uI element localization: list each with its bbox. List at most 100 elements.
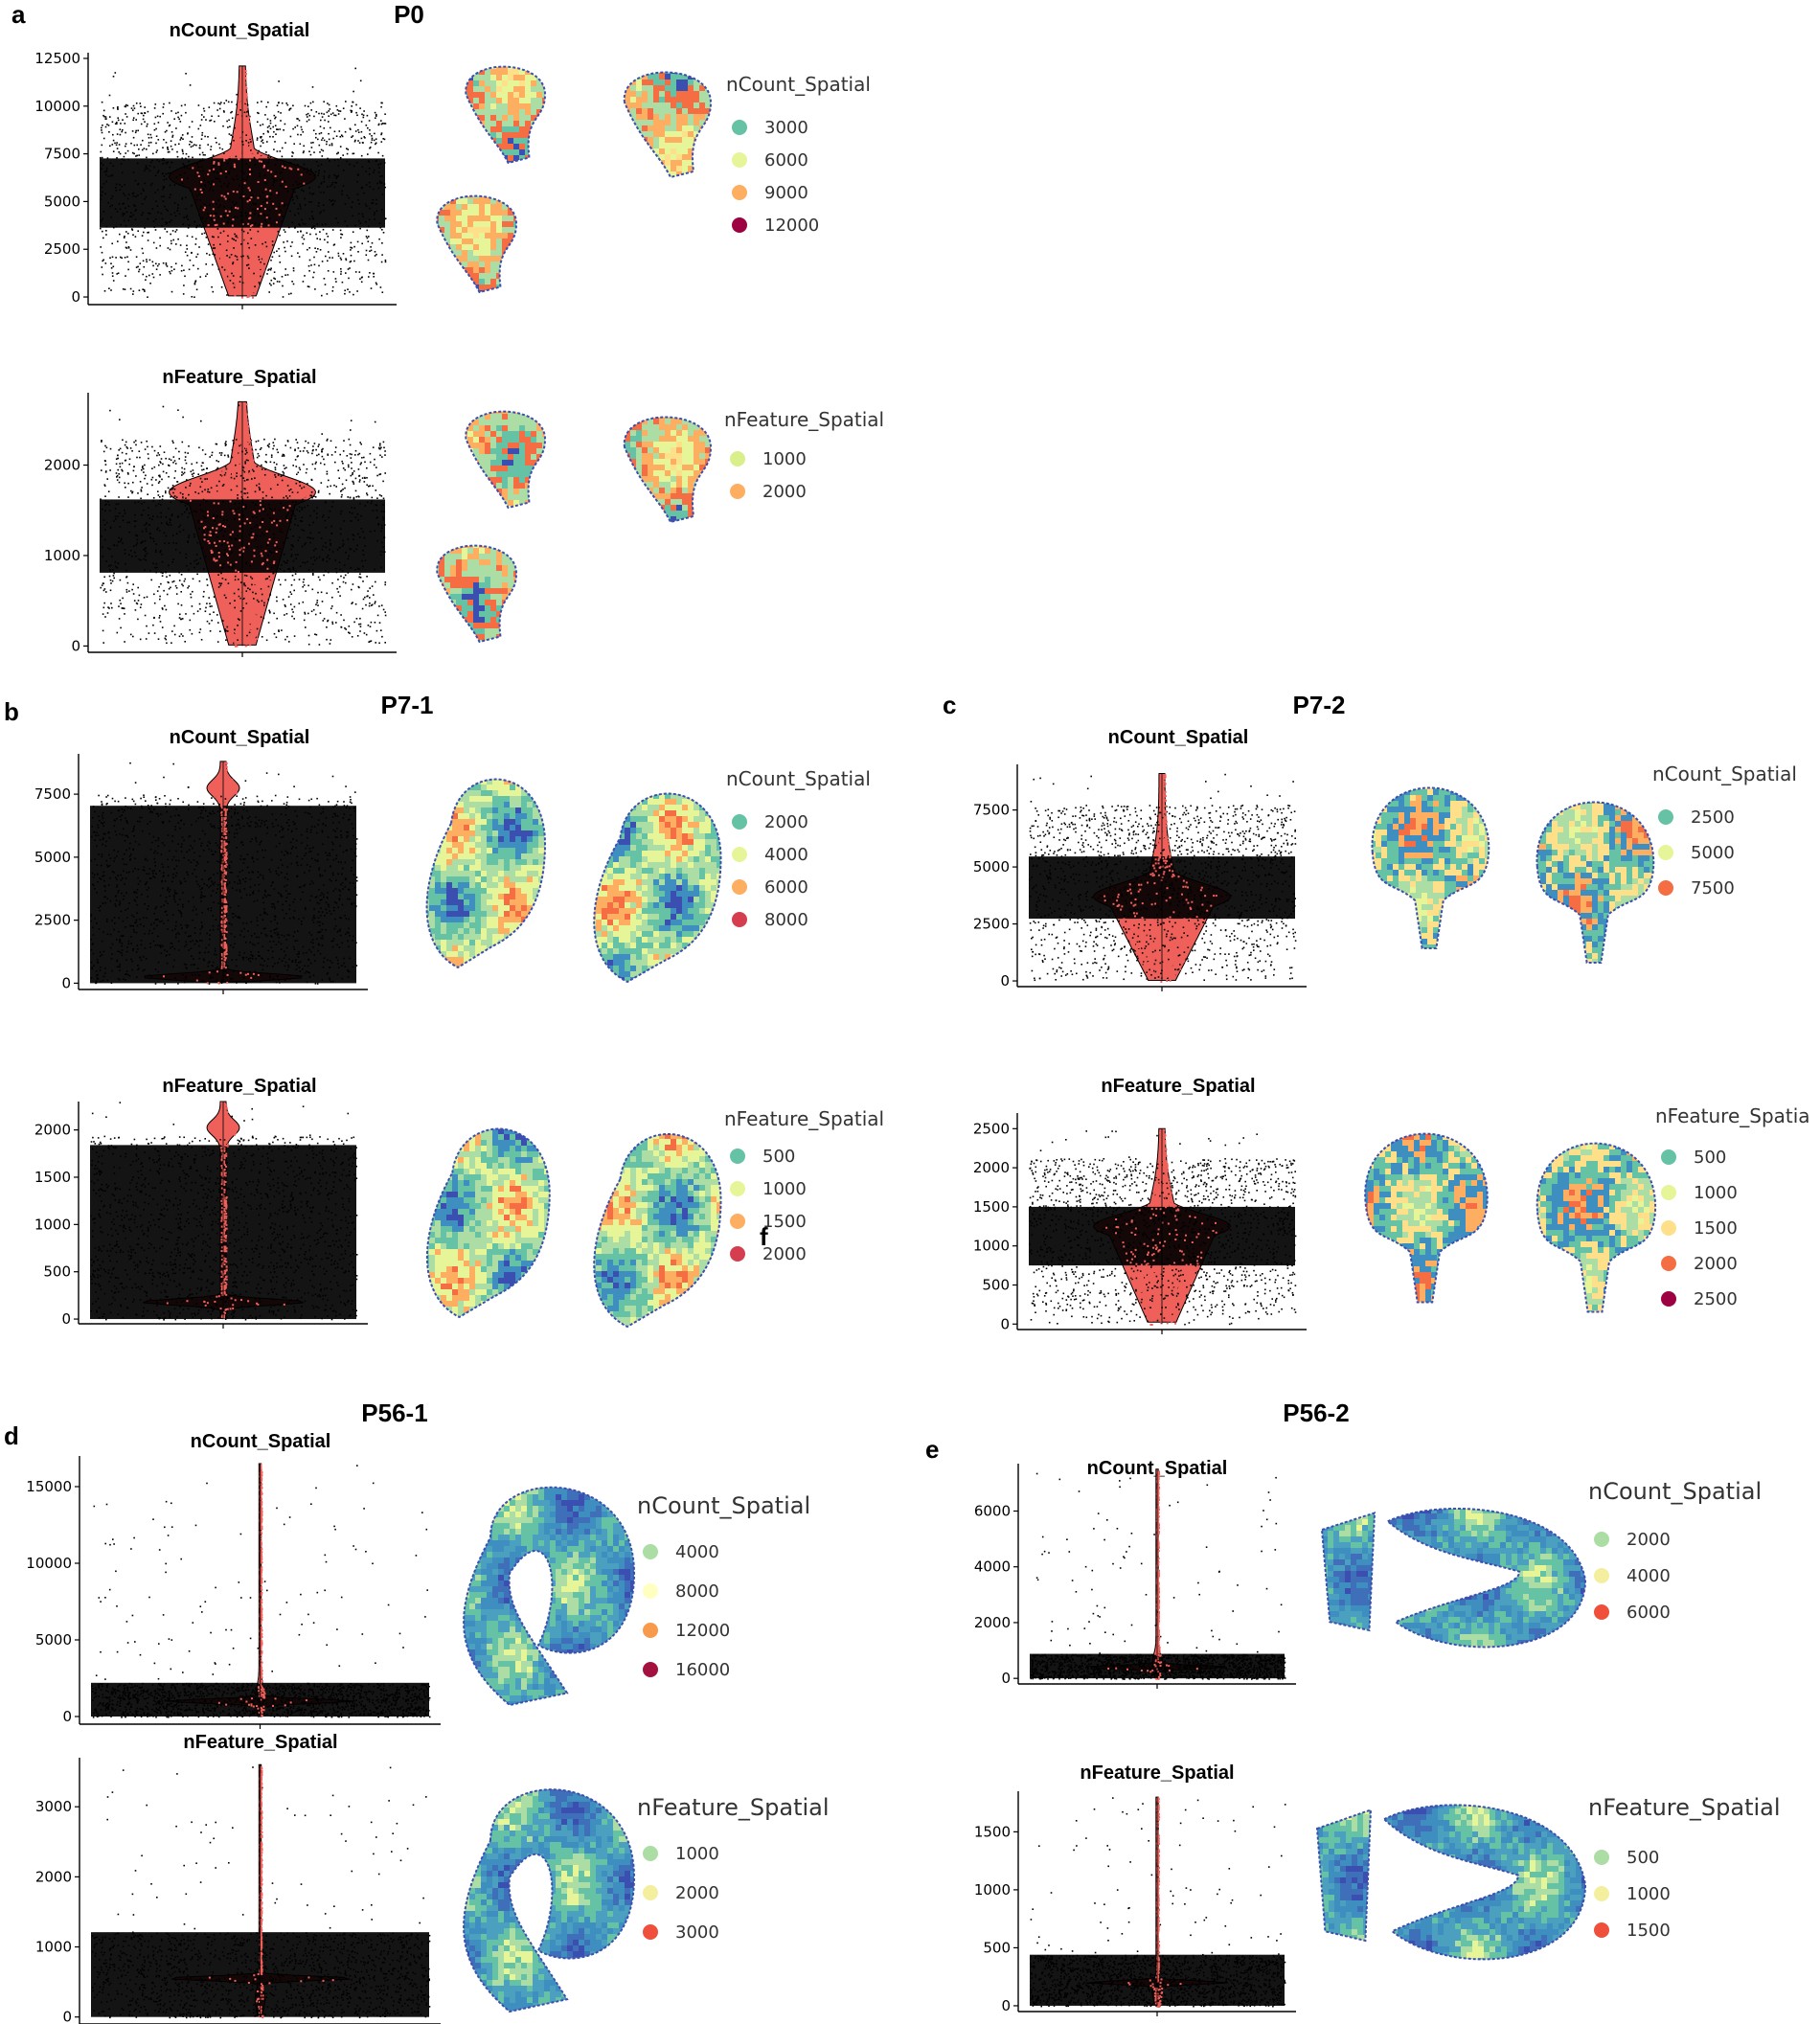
data-point <box>238 579 239 580</box>
data-point <box>209 605 212 607</box>
data-point <box>281 455 284 457</box>
data-point <box>380 261 383 263</box>
data-point <box>349 796 352 798</box>
data-point <box>235 439 238 441</box>
violin-point <box>207 173 210 176</box>
data-point <box>102 450 105 453</box>
data-point <box>304 275 306 277</box>
data-point <box>360 137 363 140</box>
data-point <box>205 119 207 121</box>
data-point <box>350 457 353 459</box>
data-point <box>204 135 206 138</box>
data-point <box>300 230 302 233</box>
data-point <box>242 230 245 233</box>
violin-point <box>259 500 262 503</box>
data-point <box>375 466 377 468</box>
violin-point <box>246 423 249 426</box>
data-point <box>209 456 211 458</box>
data-point <box>330 440 332 443</box>
y-tick-label: 12500 <box>34 50 80 67</box>
data-point <box>142 467 145 470</box>
violin-point <box>239 256 241 259</box>
data-point <box>234 575 237 578</box>
data-point <box>284 603 286 606</box>
violin-point <box>240 67 243 70</box>
data-point <box>248 443 250 445</box>
data-point <box>349 443 352 446</box>
data-point <box>272 136 274 138</box>
data-point <box>100 156 102 159</box>
data-point <box>285 466 287 469</box>
violin-point <box>257 181 260 183</box>
data-point <box>247 587 249 589</box>
data-point <box>384 472 386 474</box>
data-point <box>341 460 343 463</box>
violin-point <box>243 434 246 437</box>
data-point <box>233 139 235 142</box>
data-point <box>236 259 239 261</box>
violin-point <box>297 168 300 171</box>
data-point <box>271 240 274 242</box>
data-point <box>323 127 326 129</box>
data-point <box>311 452 313 455</box>
violin-point <box>213 502 216 505</box>
data-point <box>159 595 161 598</box>
data-point <box>373 272 375 275</box>
data-point <box>270 259 272 262</box>
violin-point <box>235 569 238 572</box>
data-point <box>309 102 312 104</box>
data-point <box>178 635 181 638</box>
data-point <box>243 582 245 584</box>
data-point <box>215 137 216 139</box>
data-point <box>277 128 279 130</box>
data-point <box>131 491 133 494</box>
data-point <box>132 104 135 107</box>
data-point <box>204 610 207 612</box>
data-point <box>185 111 187 114</box>
data-point <box>376 474 378 477</box>
data-point <box>163 139 165 141</box>
data-point <box>359 573 361 575</box>
data-point <box>207 136 209 138</box>
data-point <box>269 156 272 158</box>
data-point <box>269 461 272 464</box>
violin-point <box>240 118 243 121</box>
data-point <box>289 591 291 593</box>
data-point <box>213 236 215 239</box>
data-point <box>265 453 267 456</box>
violin-point <box>244 427 247 430</box>
data-point <box>347 268 350 270</box>
data-point <box>186 248 189 250</box>
data-point <box>223 474 226 476</box>
data-point <box>315 233 317 236</box>
violin-point <box>239 452 242 455</box>
data-point <box>110 603 112 604</box>
data-point <box>157 122 160 124</box>
data-point <box>157 452 159 454</box>
violin-point <box>217 589 220 592</box>
data-point <box>381 154 384 157</box>
data-point <box>106 794 109 797</box>
violin-point <box>257 196 260 199</box>
violin-point <box>212 517 215 519</box>
data-point <box>214 121 216 123</box>
data-point <box>211 619 213 622</box>
violin-point <box>227 588 230 591</box>
data-point <box>272 442 275 443</box>
violin-point <box>224 274 227 277</box>
violin-point <box>245 598 247 601</box>
data-point <box>366 114 369 117</box>
violin-point <box>246 632 249 635</box>
data-point <box>358 142 361 144</box>
data-point <box>283 455 285 457</box>
data-point <box>165 141 168 144</box>
data-point <box>326 638 328 641</box>
data-point <box>111 580 114 582</box>
data-point <box>284 142 286 144</box>
data-point <box>215 443 217 445</box>
data-point <box>283 474 284 476</box>
data-point <box>127 247 130 249</box>
violin-point <box>235 451 238 454</box>
data-point <box>179 491 182 494</box>
data-point <box>172 442 174 443</box>
